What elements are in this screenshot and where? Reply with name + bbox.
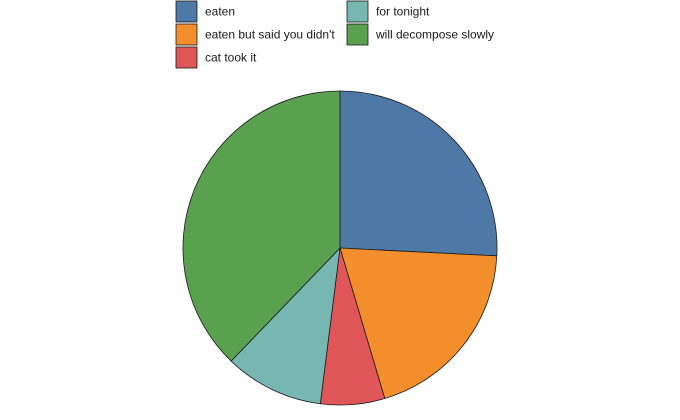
- legend-key-for-tonight: [346, 0, 369, 23]
- legend-label-eaten-but-said-you-didn-t: eaten but said you didn't: [205, 28, 335, 42]
- legend: eaten eaten but said you didn't cat took i…: [175, 0, 494, 69]
- legend-label-will-decompose-slowly: will decompose slowly: [375, 28, 494, 42]
- legend-label-cat-took-it: cat took it: [205, 51, 257, 65]
- pie-slice-eaten-but-said-you-didn-t: [339, 247, 498, 399]
- pie-slice-eaten: [339, 90, 498, 257]
- legend-item-eaten: eaten: [175, 0, 235, 23]
- legend-key-eaten: [175, 0, 198, 23]
- legend-item-cat-took-it: cat took it: [175, 46, 257, 69]
- pie-slice-for-tonight: [230, 247, 341, 405]
- pie-slice-will-decompose-slowly: [182, 90, 341, 362]
- legend-key-will-decompose-slowly: [346, 23, 369, 46]
- legend-key-eaten-but-said-you-didn-t: [175, 23, 198, 46]
- legend-label-eaten: eaten: [205, 5, 235, 19]
- legend-item-eaten-but-said-you-didn-t: eaten but said you didn't: [175, 23, 335, 46]
- legend-key-cat-took-it: [175, 46, 198, 69]
- legend-item-for-tonight: for tonight: [346, 0, 430, 23]
- legend-label-for-tonight: for tonight: [376, 5, 430, 19]
- pie-slices: [182, 90, 498, 406]
- legend-item-will-decompose-slowly: will decompose slowly: [346, 23, 494, 46]
